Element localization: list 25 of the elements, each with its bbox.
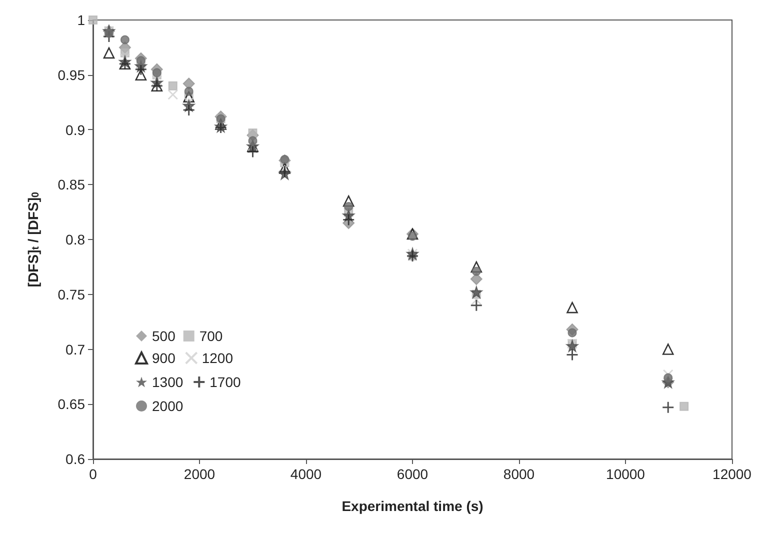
x-tick-label: 6000	[396, 466, 428, 482]
y-tick-label: 0.6	[66, 451, 86, 467]
y-tick-label: 0.7	[66, 341, 86, 358]
x-tick-label: 4000	[290, 466, 322, 482]
x-tick-label: 0	[89, 466, 98, 482]
y-tick-label: 0.9	[66, 122, 86, 138]
x-tick-label: 10000	[606, 466, 646, 482]
legend-label: 1300	[152, 374, 184, 390]
y-tick-label: 0.95	[58, 66, 86, 83]
x-tick-label: 8000	[503, 466, 535, 482]
y-tick-label: 0.8	[66, 232, 86, 248]
legend-label: 500	[152, 328, 176, 344]
y-tick-label: 0.85	[58, 176, 86, 193]
legend-label: 1700	[210, 374, 242, 390]
legend-label: 2000	[152, 398, 184, 414]
x-tick-label: 12000	[712, 466, 752, 482]
legend-label: 900	[152, 350, 176, 366]
y-axis-title: [DFS]t / [DFS]0	[25, 191, 42, 288]
y-tick-label: 0.65	[58, 396, 86, 412]
x-axis-title: Experimental time (s)	[342, 498, 484, 514]
x-tick-label: 2000	[184, 466, 216, 482]
legend-label: 1200	[202, 350, 234, 366]
legend-label: 700	[199, 328, 223, 344]
y-tick-label: 0.75	[58, 286, 86, 302]
y-tick-label: 1	[77, 12, 86, 28]
